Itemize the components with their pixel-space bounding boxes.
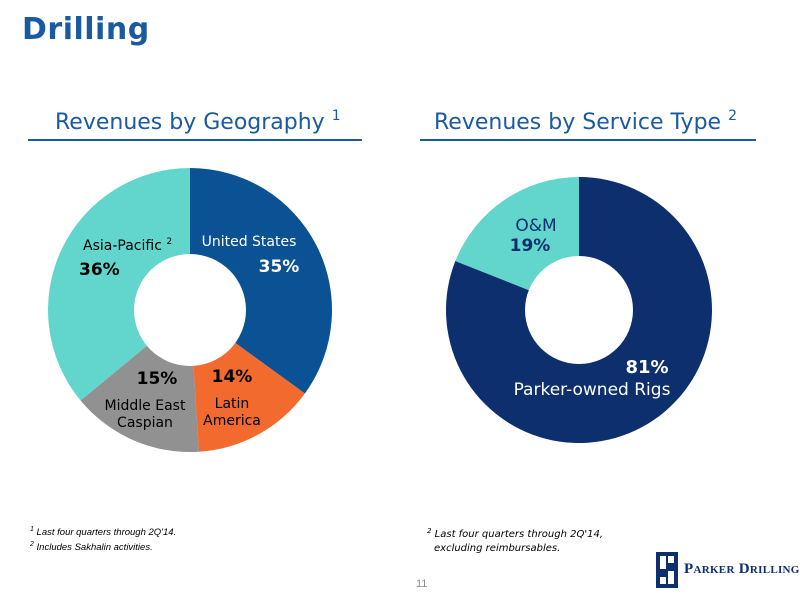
service-footnote-line2: excluding reimbursables. xyxy=(434,543,561,554)
geography-title-sup: 1 xyxy=(331,108,341,124)
footnote-2-text: Includes Sakhalin activities. xyxy=(36,542,153,553)
percent-parker-owned-rigs: 81% xyxy=(625,357,668,378)
parker-drilling-logo: Parker Drilling xyxy=(656,552,799,588)
label-parker-owned-rigs: Parker-owned Rigs xyxy=(514,380,671,400)
label-asia-pacific: Asia-Pacific 2 xyxy=(83,237,172,254)
percent-latin-america: 14% xyxy=(212,367,253,387)
slice-united-states xyxy=(190,168,332,394)
label-united-states: United States xyxy=(202,234,297,250)
footnote-1-text: Last four quarters through 2Q'14. xyxy=(36,527,177,538)
service-footnote: 2 Last four quarters through 2Q'14, excl… xyxy=(427,524,603,556)
geography-footnotes: 1 Last four quarters through 2Q'14. 2 In… xyxy=(30,524,176,554)
donut-hole xyxy=(525,256,633,364)
percent-middle-east-caspian: 15% xyxy=(137,369,178,389)
logo-text: Parker Drilling xyxy=(684,561,800,577)
label-latin-america-line2: America xyxy=(203,413,261,429)
percent-asia-pacific: 36% xyxy=(79,260,120,280)
service-footnote-line1: Last four quarters through 2Q'14, xyxy=(434,529,604,540)
service-title-sup: 2 xyxy=(728,108,737,124)
page-number: 11 xyxy=(416,578,428,590)
donut-hole xyxy=(134,254,246,366)
geography-footnote-2: 2 Includes Sakhalin activities. xyxy=(30,539,176,554)
service-footnote-marker: 2 xyxy=(427,527,432,535)
service-title-rule xyxy=(420,139,756,141)
geography-title-rule xyxy=(28,139,362,141)
label-latin-america-line1: Latin xyxy=(215,396,250,412)
percent-united-states: 35% xyxy=(259,257,300,277)
geography-title-text: Revenues by Geography xyxy=(55,110,325,135)
label-middle-east-caspian-line2: Caspian xyxy=(117,415,173,431)
geography-footnote-1: 1 Last four quarters through 2Q'14. xyxy=(30,524,176,539)
geography-chart-title: Revenues by Geography 1 xyxy=(55,108,341,135)
footnote-1-marker: 1 xyxy=(30,526,34,533)
label-middle-east-caspian-line1: Middle East xyxy=(105,398,186,414)
label-om: O&M xyxy=(515,216,556,236)
service-chart-title: Revenues by Service Type 2 xyxy=(434,108,737,135)
footnote-2-marker: 2 xyxy=(30,541,34,548)
parker-logo-icon xyxy=(656,552,678,588)
service-title-text: Revenues by Service Type xyxy=(434,110,722,135)
page-title: Drilling xyxy=(22,12,150,47)
percent-om: 19% xyxy=(510,236,551,256)
slice-asia-pacific xyxy=(48,168,191,401)
